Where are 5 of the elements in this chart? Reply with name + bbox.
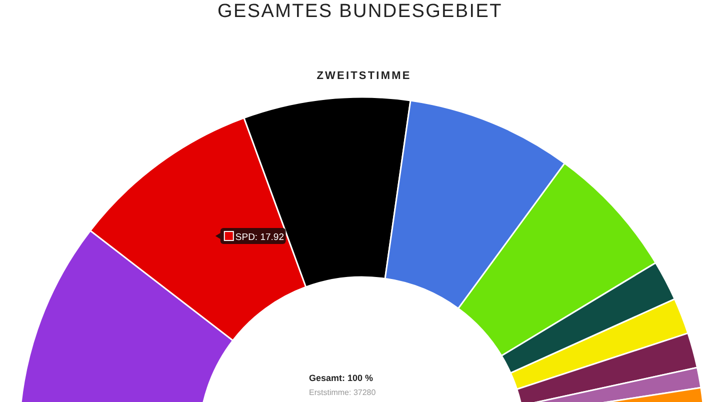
- chart-subtitle: ZWEITSTIMME: [316, 70, 412, 82]
- legend-label: SPD: 17.92: [235, 232, 284, 243]
- text: Erststimme: 37280: [309, 388, 376, 397]
- chart-title: GESAMTES BUNDESGEBIET: [218, 1, 502, 22]
- text: Gesamt: 100 %: [309, 373, 374, 383]
